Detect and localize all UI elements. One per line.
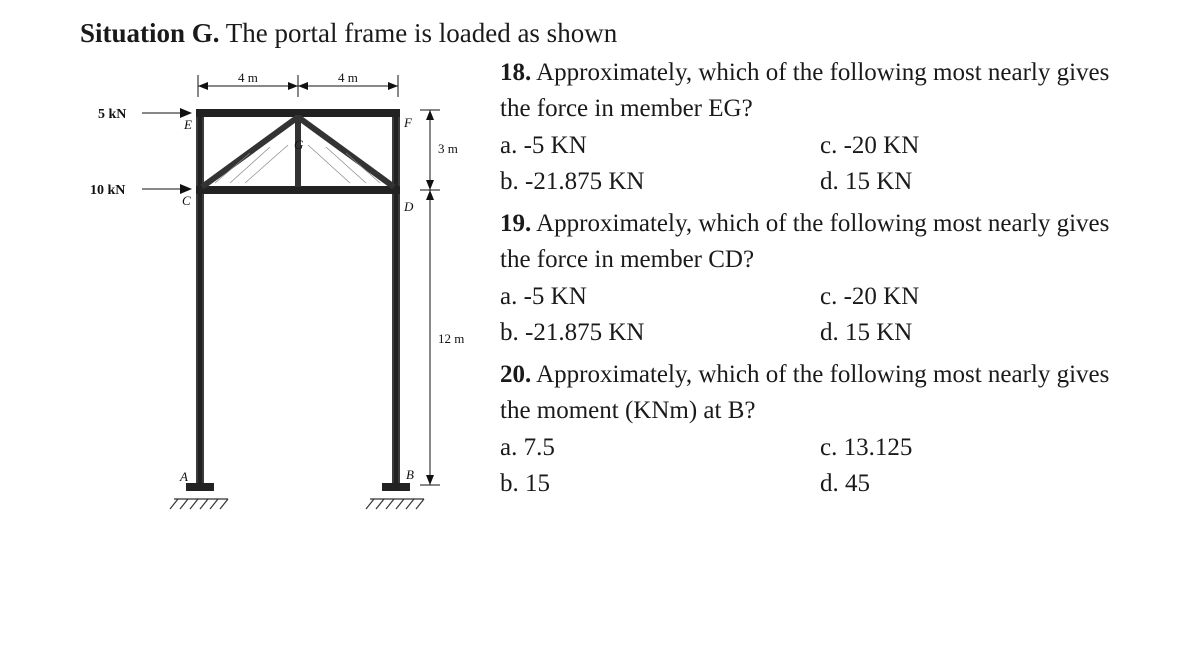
title-bold: Situation G. [80, 18, 220, 48]
node-d: D [403, 199, 414, 214]
q20-number: 20. [500, 361, 531, 388]
support-b [366, 483, 424, 509]
q19-number: 19. [500, 210, 531, 237]
load-5kn-label: 5 kN [98, 107, 126, 122]
top-offset-label: 3 m [438, 141, 458, 156]
q19-option-d: d. 15 KN [820, 315, 1140, 351]
q20-text: Approximately, which of the following mo… [500, 361, 1109, 424]
title-rest: The portal frame is loaded as shown [220, 18, 618, 48]
col-height-label: 12 m [438, 331, 464, 346]
q18-number: 18. [500, 59, 531, 86]
span-left-label: 4 m [238, 70, 258, 85]
node-a: A [179, 469, 188, 484]
support-a [170, 483, 228, 509]
q18-option-d: d. 15 KN [820, 164, 1140, 200]
load-5kn: 5 kN [98, 107, 192, 122]
situation-title: Situation G. The portal frame is loaded … [80, 18, 1140, 49]
span-right-label: 4 m [338, 70, 358, 85]
question-20: 20. Approximately, which of the followin… [500, 357, 1140, 502]
q18-option-b: b. -21.875 KN [500, 164, 820, 200]
top-offset-dimension: 3 m [420, 110, 458, 190]
node-e: E [183, 117, 192, 132]
q20-option-d: d. 45 [820, 466, 1140, 502]
q20-option-c: c. 13.125 [820, 430, 1140, 466]
figure-area: 4 m 4 m 3 m 12 m 5 kN [80, 55, 480, 535]
brace-eg [202, 117, 298, 187]
q20-option-b: b. 15 [500, 466, 820, 502]
node-b: B [406, 467, 414, 482]
questions-column: 18. Approximately, which of the followin… [500, 55, 1140, 535]
q19-text: Approximately, which of the following mo… [500, 210, 1109, 273]
q19-option-b: b. -21.875 KN [500, 315, 820, 351]
node-c: C [182, 193, 191, 208]
question-19: 19. Approximately, which of the followin… [500, 206, 1140, 351]
top-dimension: 4 m 4 m [198, 70, 398, 97]
q19-option-c: c. -20 KN [820, 279, 1140, 315]
column-height-dimension: 12 m [420, 190, 464, 485]
q20-option-a: a. 7.5 [500, 430, 820, 466]
q19-option-a: a. -5 KN [500, 279, 820, 315]
q18-option-c: c. -20 KN [820, 128, 1140, 164]
question-18: 18. Approximately, which of the followin… [500, 55, 1140, 200]
brace-gf [298, 117, 394, 187]
q18-text: Approximately, which of the following mo… [500, 59, 1109, 122]
node-g: G [294, 137, 304, 152]
load-10kn-label: 10 kN [90, 183, 125, 198]
load-10kn: 10 kN [90, 183, 192, 198]
node-f: F [403, 115, 413, 130]
portal-frame-diagram: 4 m 4 m 3 m 12 m 5 kN [80, 55, 480, 535]
q18-option-a: a. -5 KN [500, 128, 820, 164]
